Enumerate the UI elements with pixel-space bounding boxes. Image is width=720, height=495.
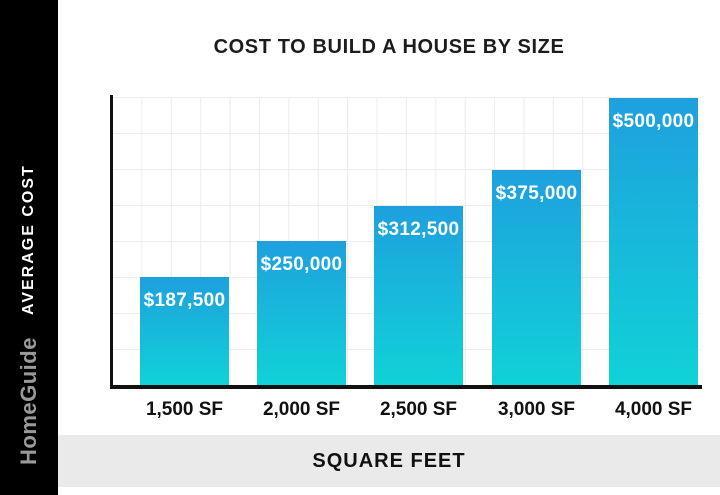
bar-1500sf: $187,500	[140, 277, 229, 385]
bar-2500sf: $312,500	[374, 206, 463, 385]
bar-4000sf: $500,000	[609, 98, 698, 385]
plot-area: $187,500 $250,000 $312,500 $375,000 $500…	[112, 97, 700, 385]
tick-label-1500sf: 1,500 SF	[145, 399, 224, 420]
left-sidebar: HomeGuide AVERAGE COST	[0, 0, 58, 495]
tick-label-3000sf: 3,000 SF	[497, 399, 576, 420]
brand-homeguide: HomeGuide	[16, 337, 41, 465]
tick-label-2500sf: 2,500 SF	[379, 399, 458, 420]
bar-value-label: $500,000	[612, 111, 695, 132]
bar-value-label: $250,000	[260, 254, 343, 275]
chart-title: COST TO BUILD A HOUSE BY SIZE	[213, 36, 565, 58]
y-axis-label: AVERAGE COST	[20, 164, 37, 316]
bar-value-label: $187,500	[143, 290, 226, 311]
tick-label-2000sf: 2,000 SF	[262, 399, 341, 420]
bar-3000sf: $375,000	[492, 170, 581, 385]
bar-2000sf: $250,000	[257, 241, 346, 385]
x-axis-title-band: SQUARE FEET	[58, 435, 720, 487]
bar-value-label: $375,000	[495, 183, 578, 204]
y-axis-line	[110, 95, 113, 388]
x-axis-title: SQUARE FEET	[312, 449, 466, 472]
x-tick-labels: 1,500 SF 2,000 SF 2,500 SF 3,000 SF 4,00…	[112, 399, 700, 425]
sidebar-rotated-text: HomeGuide AVERAGE COST	[0, 0, 58, 495]
tick-label-4000sf: 4,000 SF	[614, 399, 693, 420]
x-axis-line	[110, 385, 702, 389]
bar-value-label: $312,500	[377, 219, 460, 240]
